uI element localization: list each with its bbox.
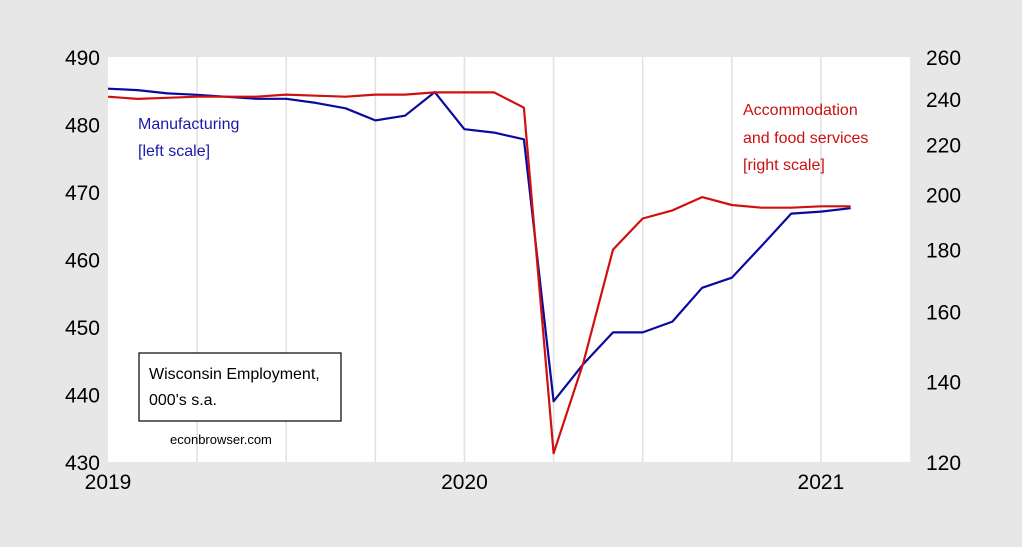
accommodation-label-line2: and food services [743,130,868,147]
accommodation-label-line3: [right scale] [743,157,825,174]
left-axis-tick-label: 480 [65,115,100,138]
title-box-line1: Wisconsin Employment, [149,366,320,383]
right-axis-tick-label: 140 [926,371,961,394]
accommodation-label-line1: Accommodation [743,102,858,119]
right-axis-tick-label: 240 [926,89,961,112]
left-axis-tick-label: 490 [65,47,100,70]
right-axis-tick-label: 120 [926,452,961,475]
left-axis-tick-label: 430 [65,452,100,475]
right-axis-tick-label: 180 [926,240,961,263]
left-axis-tick-label: 450 [65,317,100,340]
left-axis-tick-label: 440 [65,385,100,408]
source-credit: econbrowser.com [170,432,272,447]
title-box-line2: 000's s.a. [149,392,217,409]
axes-layer: 430 440 450 460 470 480 490 120 140 160 180 200 220 2… [65,47,961,494]
left-axis-tick-label: 470 [65,182,100,205]
grid [196,57,822,462]
series-layer [107,87,851,455]
right-axis-tick-label: 260 [926,47,961,70]
manufacturing-label-line2: [left scale] [138,143,210,160]
right-axis-tick-label: 160 [926,301,961,324]
right-axis-tick-label: 220 [926,135,961,158]
x-axis-tick-label: 2019 [85,471,132,494]
manufacturing-label-line1: Manufacturing [138,116,239,133]
x-axis-tick-label: 2021 [798,471,845,494]
title-box [138,352,342,422]
accommodation-series-line [107,91,851,455]
right-axis-tick-label: 200 [926,184,961,207]
left-axis-tick-label: 460 [65,250,100,273]
x-axis-tick-label: 2020 [441,471,488,494]
